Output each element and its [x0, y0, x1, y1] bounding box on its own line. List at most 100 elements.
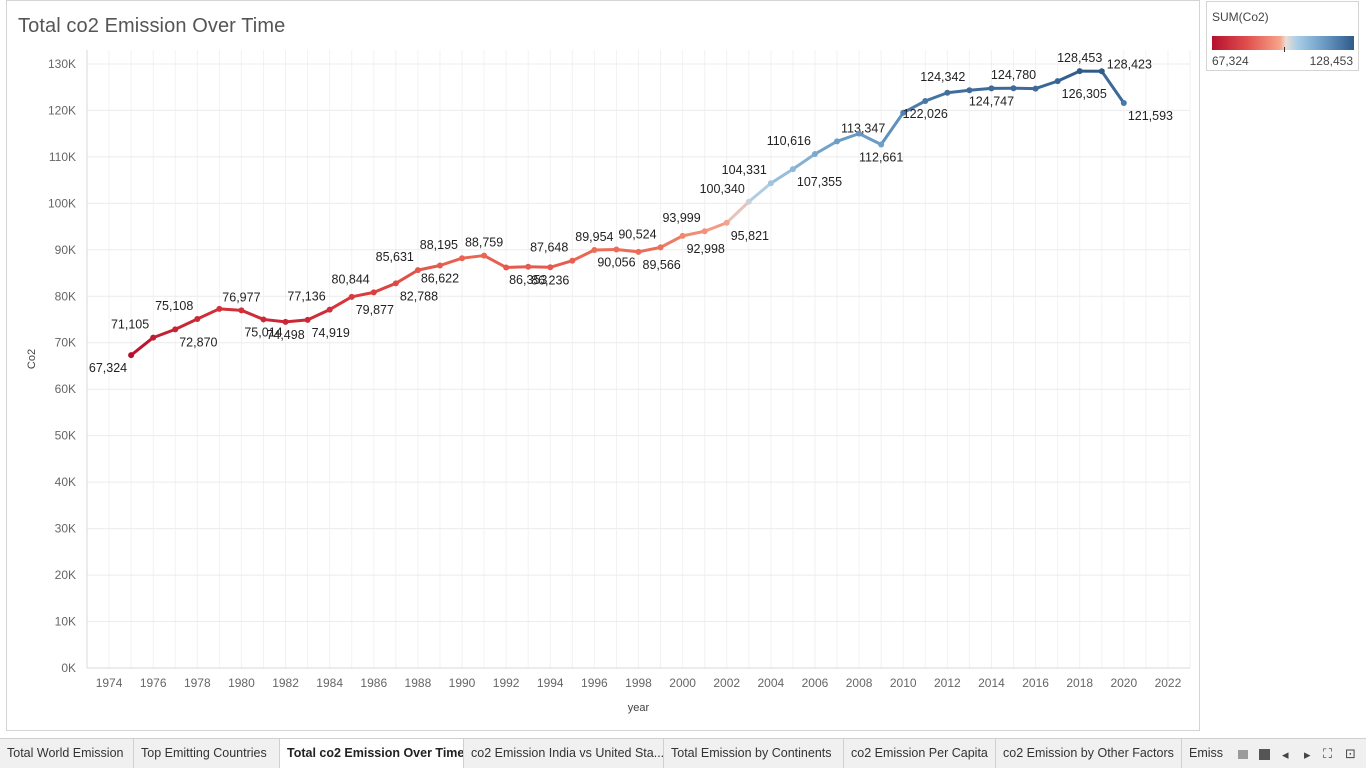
tab-co2-emission-per-capita[interactable]: co2 Emission Per Capita	[844, 739, 996, 768]
data-point	[304, 316, 311, 323]
data-point	[1010, 85, 1017, 92]
x-tick-label: 1982	[272, 676, 299, 690]
tab-total-emission-by-continents[interactable]: Total Emission by Continents	[664, 739, 844, 768]
y-tick-label: 50K	[55, 429, 76, 443]
next-tab-icon[interactable]: ▸	[1304, 747, 1311, 762]
series-line-segment	[659, 234, 685, 249]
data-label: 82,788	[400, 289, 438, 303]
series-line-segment	[769, 167, 795, 185]
data-point	[436, 262, 443, 269]
y-tick-label: 30K	[55, 522, 76, 536]
data-label: 89,566	[643, 258, 681, 272]
x-tick-label: 1990	[449, 676, 476, 690]
series-line-segment	[306, 308, 332, 322]
x-tick-label: 2000	[669, 676, 696, 690]
series-line-segment	[945, 88, 971, 95]
data-point	[503, 264, 510, 271]
data-label: 90,056	[597, 256, 635, 270]
data-point	[481, 252, 488, 259]
data-label: 90,524	[618, 227, 656, 241]
data-label: 128,453	[1057, 51, 1102, 65]
data-label: 85,631	[376, 250, 414, 264]
data-point	[282, 318, 289, 325]
legend-max-label: 128,453	[1309, 54, 1353, 68]
x-tick-label: 2008	[846, 676, 873, 690]
data-point	[856, 130, 863, 137]
tab-co2-emission-india-vs-us[interactable]: co2 Emission India vs United Sta...	[464, 739, 664, 768]
data-point	[878, 141, 885, 148]
series-line-segment	[482, 254, 508, 269]
color-legend[interactable]: SUM(Co2) 67,324 128,453	[1206, 1, 1359, 71]
data-point	[172, 326, 179, 333]
x-tick-label: 2018	[1066, 676, 1093, 690]
fullscreen-icon[interactable]: ⛶	[1323, 746, 1333, 761]
data-point	[348, 293, 355, 300]
tab-co2-emission-by-other-factors[interactable]: co2 Emission by Other Factors	[996, 739, 1182, 768]
tab-top-emitting-countries[interactable]: Top Emitting Countries	[134, 739, 280, 768]
chart-panel: Total co2 Emission Over Time	[6, 0, 1200, 731]
prev-tab-icon[interactable]: ◂	[1282, 747, 1289, 762]
tab-total-world-emission[interactable]: Total World Emission	[0, 739, 134, 768]
x-tick-label: 1974	[96, 676, 123, 690]
data-label: 75,108	[155, 299, 193, 313]
y-tick-label: 80K	[55, 289, 76, 303]
data-label: 100,340	[700, 182, 745, 196]
data-point	[260, 316, 267, 323]
series-line-segment	[703, 221, 729, 233]
series-line-segment	[570, 248, 596, 263]
series-line-segment	[460, 254, 486, 260]
data-point	[194, 316, 201, 323]
data-label: 128,423	[1107, 57, 1152, 71]
data-label: 107,355	[797, 175, 842, 189]
series-line-segment	[725, 200, 751, 225]
data-label: 79,877	[356, 303, 394, 317]
show-sheets-grid-icon[interactable]	[1238, 750, 1248, 759]
data-label: 110,616	[767, 134, 811, 148]
stop-icon[interactable]	[1259, 749, 1270, 760]
x-tick-label: 2006	[802, 676, 829, 690]
data-point	[591, 247, 598, 254]
y-tick-label: 90K	[55, 243, 76, 257]
line-chart: 0K 10K 20K 30K 40K 50K 60K 70K 80K 90K 100K 110K 120…	[26, 50, 1191, 714]
data-point	[900, 109, 907, 116]
series-line-segment	[835, 132, 861, 143]
series-line-segment	[195, 307, 221, 321]
series-line-segment	[681, 229, 707, 238]
x-tick-label: 2020	[1110, 676, 1137, 690]
x-tick-label: 1976	[140, 676, 167, 690]
data-point	[150, 334, 157, 341]
series-line-segment	[1056, 69, 1082, 83]
data-point	[459, 255, 466, 262]
y-tick-label: 100K	[48, 196, 76, 210]
data-label: 87,648	[530, 241, 568, 255]
data-point	[392, 280, 399, 287]
data-point	[128, 352, 135, 359]
data-label: 113,347	[841, 121, 885, 135]
presentation-icon[interactable]: ⊡	[1345, 746, 1356, 761]
series-line-segment	[526, 265, 552, 269]
data-label: 80,844	[332, 272, 370, 286]
data-label: 124,780	[991, 68, 1036, 82]
legend-color-ramp	[1212, 36, 1354, 50]
x-tick-label: 2002	[713, 676, 740, 690]
data-point	[1076, 68, 1083, 75]
data-label: 71,105	[111, 318, 149, 332]
data-point	[1054, 78, 1061, 85]
y-tick-label: 110K	[49, 150, 76, 164]
legend-min-label: 67,324	[1212, 54, 1249, 68]
x-tick-label: 1984	[316, 676, 343, 690]
data-point	[1032, 85, 1039, 92]
tab-emiss-truncated[interactable]: Emiss	[1189, 746, 1224, 760]
data-label: 88,759	[465, 236, 503, 250]
x-tick-label: 1978	[184, 676, 211, 690]
series-line-segment	[747, 181, 773, 204]
y-tick-label: 130K	[48, 57, 76, 71]
y-tick-label: 40K	[55, 475, 76, 489]
data-point	[679, 232, 686, 239]
x-tick-label: 1994	[537, 676, 564, 690]
x-tick-label: 1988	[405, 676, 432, 690]
tab-total-co2-emission-over-time[interactable]: Total co2 Emission Over Time	[280, 739, 464, 768]
data-label: 88,195	[420, 238, 458, 252]
data-point	[723, 219, 730, 226]
y-tick-label: 120K	[48, 103, 76, 117]
